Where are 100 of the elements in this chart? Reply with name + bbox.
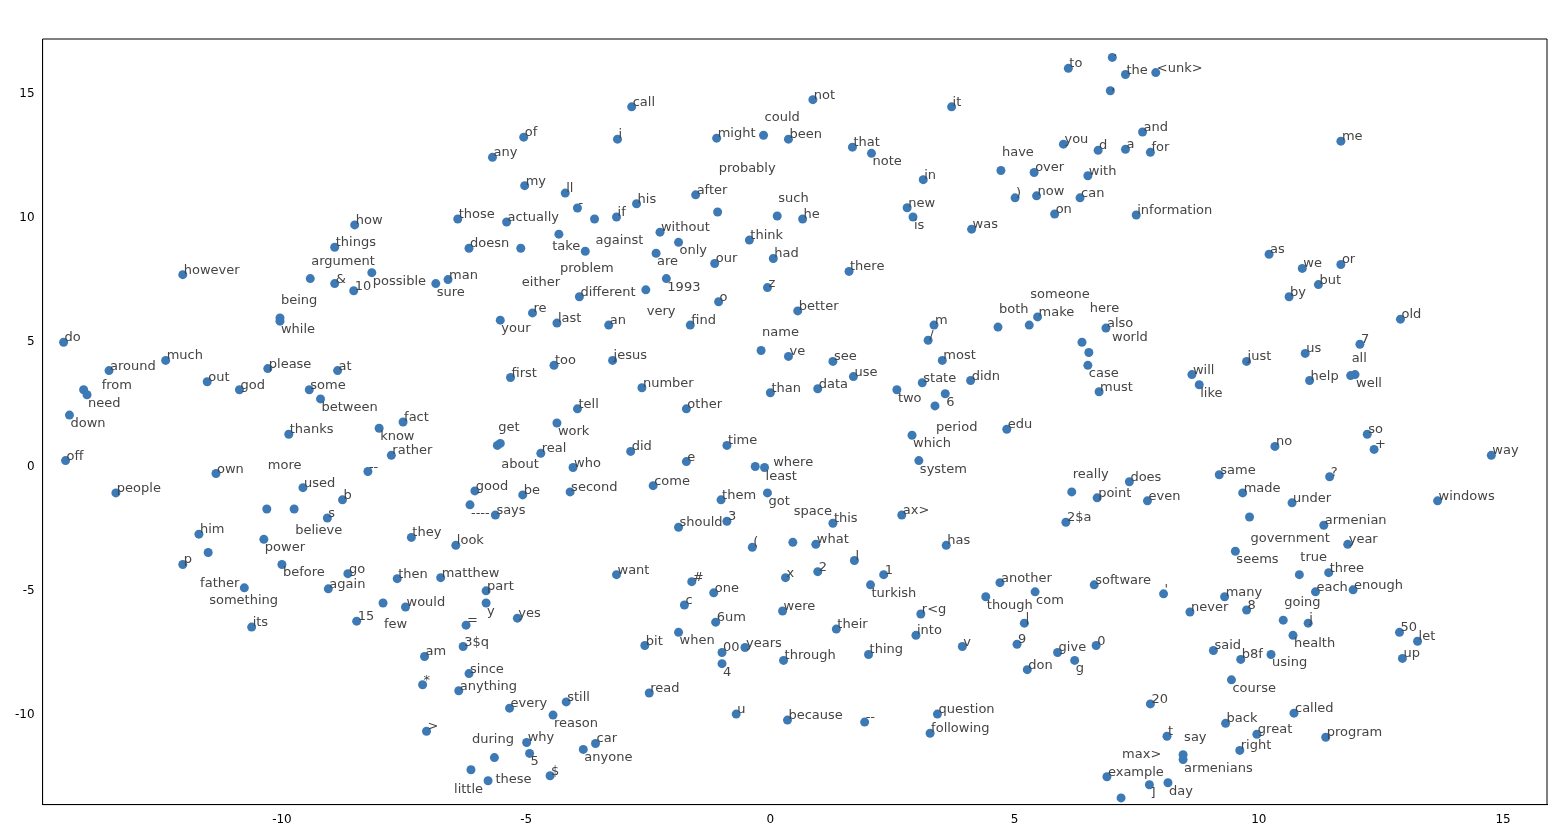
annotation: got bbox=[768, 492, 790, 508]
annotation: other bbox=[687, 395, 723, 411]
annotation: between bbox=[321, 398, 378, 414]
annotation: thanks bbox=[289, 421, 334, 437]
annotation: i bbox=[618, 126, 623, 142]
annotation: l bbox=[855, 547, 860, 563]
annotation: are bbox=[657, 253, 679, 269]
annotation: example bbox=[1107, 763, 1164, 779]
annotation: -- bbox=[368, 458, 379, 474]
annotation: c bbox=[685, 592, 693, 607]
annotation: please bbox=[268, 355, 312, 371]
annotation: 20 bbox=[1151, 690, 1168, 706]
annotation: know bbox=[380, 428, 415, 444]
annotation: y bbox=[487, 603, 496, 619]
annotation: and bbox=[1143, 118, 1169, 134]
y-tick-label: 0 bbox=[26, 458, 35, 473]
annotation: down bbox=[70, 415, 106, 431]
annotation: enough bbox=[1354, 576, 1404, 592]
annotation: | bbox=[1025, 610, 1030, 626]
annotation: 9 bbox=[1018, 631, 1027, 647]
annotation: part bbox=[487, 577, 514, 593]
annotation: under bbox=[1293, 489, 1332, 505]
annotation: tell bbox=[578, 395, 599, 411]
annotation: however bbox=[183, 261, 241, 277]
annotation: only bbox=[679, 242, 708, 258]
annotation: can bbox=[1081, 184, 1105, 200]
annotation: what bbox=[816, 531, 849, 547]
annotation: different bbox=[580, 283, 636, 299]
annotation: going bbox=[1284, 594, 1321, 610]
annotation: after bbox=[696, 181, 729, 197]
annotation: of bbox=[524, 124, 538, 140]
annotation: it bbox=[952, 93, 962, 109]
annotation: one bbox=[714, 579, 739, 595]
annotation: call bbox=[632, 93, 655, 109]
annotation: where bbox=[773, 453, 814, 469]
annotation: power bbox=[264, 539, 306, 555]
annotation: day bbox=[1168, 782, 1194, 798]
annotation: another bbox=[1000, 569, 1053, 585]
annotation: to bbox=[1069, 55, 1083, 71]
annotation: being bbox=[280, 291, 318, 307]
annotation: here bbox=[1089, 300, 1120, 316]
annotation: he bbox=[803, 205, 820, 221]
annotation: well bbox=[1356, 374, 1382, 390]
annotation: u bbox=[737, 701, 746, 717]
annotation: ---- bbox=[470, 504, 491, 520]
annotation: through bbox=[784, 647, 836, 663]
annotation: program bbox=[1326, 724, 1383, 740]
annotation: year bbox=[1348, 531, 1379, 547]
annotation: might bbox=[717, 125, 756, 141]
annotation: again bbox=[329, 575, 366, 591]
annotation: why bbox=[527, 729, 555, 745]
annotation: 1993 bbox=[667, 278, 701, 294]
annotation: r<g bbox=[921, 600, 947, 616]
annotation: so bbox=[1368, 421, 1384, 437]
annotation: government bbox=[1250, 530, 1330, 545]
annotation: because bbox=[788, 707, 843, 723]
annotation: him bbox=[199, 521, 225, 537]
annotation: great bbox=[1257, 721, 1293, 737]
annotation: do bbox=[64, 329, 81, 345]
annotation: up bbox=[1403, 645, 1420, 661]
annotation: $ bbox=[551, 762, 560, 778]
annotation: # bbox=[692, 568, 704, 584]
annotation: first bbox=[511, 364, 537, 380]
annotation: jesus bbox=[612, 347, 648, 363]
annotation: actually bbox=[507, 208, 560, 224]
annotation: about bbox=[501, 456, 539, 472]
annotation: 2 bbox=[818, 558, 828, 574]
annotation: 4 bbox=[723, 663, 732, 679]
annotation: our bbox=[715, 250, 738, 266]
annotation: or bbox=[1341, 251, 1356, 267]
annotation: new bbox=[908, 194, 936, 210]
annotation: make bbox=[1038, 303, 1075, 319]
annotation: 8 bbox=[1247, 596, 1256, 612]
annotation: which bbox=[913, 435, 951, 451]
annotation: - bbox=[578, 195, 584, 211]
annotation: windows bbox=[1438, 487, 1495, 503]
annotation: out bbox=[208, 368, 230, 384]
annotation: go bbox=[348, 560, 366, 576]
annotation: at bbox=[338, 357, 352, 373]
annotation: seems bbox=[1236, 551, 1279, 567]
annotation: 5 bbox=[530, 753, 539, 769]
annotation: s bbox=[328, 505, 336, 520]
annotation: sure bbox=[436, 283, 465, 299]
annotation: o bbox=[719, 288, 728, 304]
annotation: than bbox=[771, 379, 801, 395]
annotation: problem bbox=[559, 260, 614, 276]
annotation: find bbox=[691, 312, 716, 328]
annotation: any bbox=[493, 144, 518, 160]
annotation: * bbox=[423, 671, 431, 687]
annotation: each bbox=[1316, 578, 1348, 594]
annotation: your bbox=[501, 320, 532, 336]
annotation: -- bbox=[865, 709, 876, 725]
annotation: z bbox=[768, 274, 776, 290]
annotation: my bbox=[525, 172, 547, 188]
annotation: p bbox=[183, 551, 193, 567]
annotation: over bbox=[1035, 159, 1065, 175]
y-tick-label: -5 bbox=[22, 582, 35, 597]
annotation: this bbox=[833, 510, 858, 526]
annotation: use bbox=[854, 363, 878, 379]
annotation: right bbox=[1240, 737, 1272, 753]
